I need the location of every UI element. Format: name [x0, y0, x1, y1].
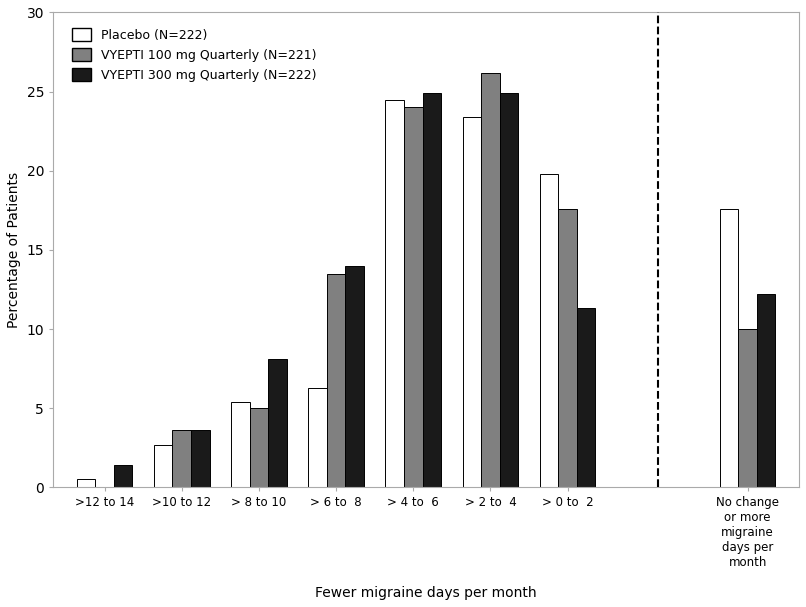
- Bar: [154, 444, 172, 487]
- Y-axis label: Percentage of Patients: Percentage of Patients: [7, 172, 21, 328]
- Bar: [385, 100, 404, 487]
- Legend: Placebo (N=222), VYEPTI 100 mg Quarterly (N=221), VYEPTI 300 mg Quarterly (N=222: Placebo (N=222), VYEPTI 100 mg Quarterly…: [67, 24, 321, 87]
- Bar: [559, 209, 577, 487]
- Bar: [191, 430, 210, 487]
- Bar: [720, 209, 738, 487]
- Bar: [422, 93, 441, 487]
- Bar: [540, 174, 559, 487]
- Bar: [738, 329, 757, 487]
- Bar: [404, 107, 422, 487]
- Bar: [77, 480, 95, 487]
- Bar: [757, 294, 775, 487]
- Bar: [463, 117, 481, 487]
- Bar: [250, 409, 268, 487]
- Bar: [326, 274, 345, 487]
- Bar: [309, 388, 326, 487]
- Bar: [172, 430, 191, 487]
- Bar: [231, 402, 250, 487]
- Bar: [500, 93, 518, 487]
- Bar: [114, 465, 132, 487]
- Bar: [268, 359, 287, 487]
- Bar: [577, 308, 596, 487]
- X-axis label: Fewer migraine days per month: Fewer migraine days per month: [315, 586, 537, 600]
- Bar: [481, 73, 500, 487]
- Bar: [345, 266, 364, 487]
